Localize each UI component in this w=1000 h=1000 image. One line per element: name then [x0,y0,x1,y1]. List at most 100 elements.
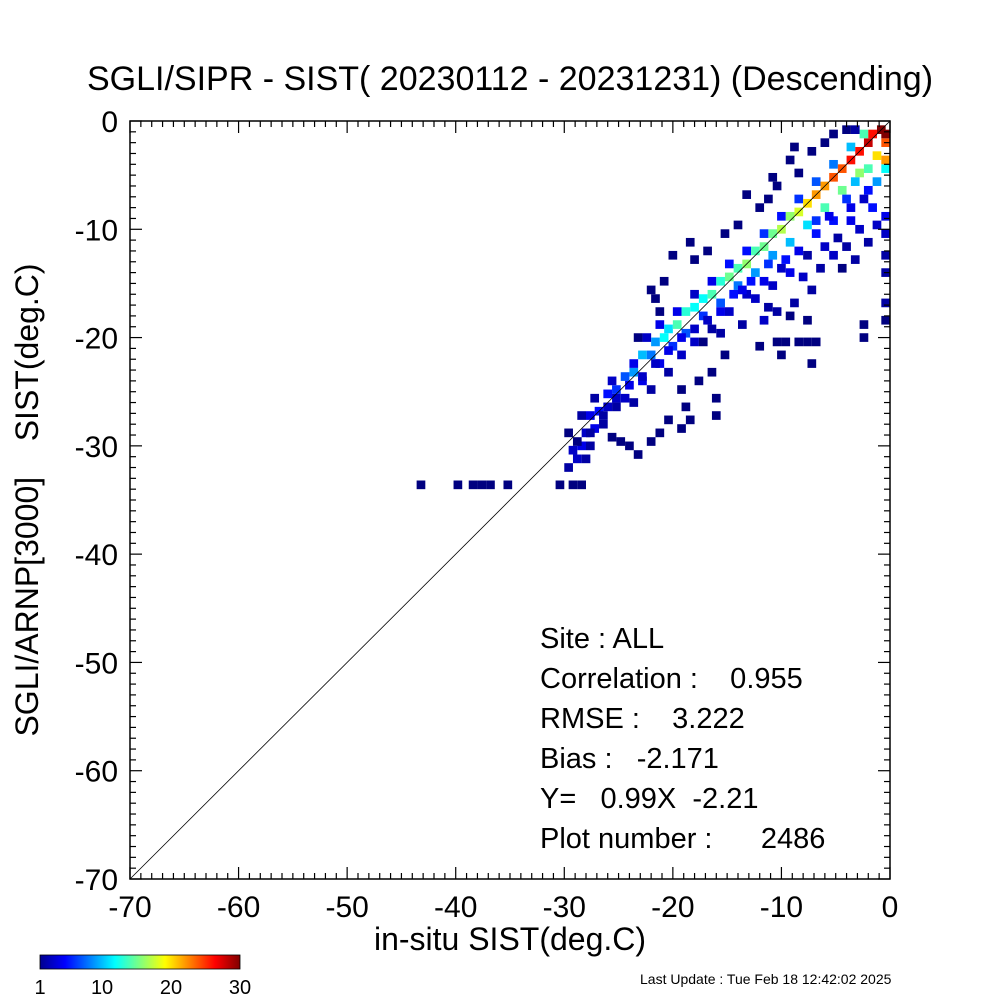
heatmap-cell [872,220,882,230]
x-tick-label: -60 [217,891,260,924]
heatmap-cell [829,250,838,260]
heatmap-cell [746,276,756,286]
y-axis-label: SGLI/ARNP[3000] SIST(deg.C) [9,263,45,736]
heatmap-cell [868,129,877,139]
heatmap-cell [453,480,463,490]
heatmap-cell [772,181,782,191]
heatmap-cell [790,142,799,152]
heatmap-cell [881,250,890,260]
heatmap-cell [850,255,860,264]
heatmap-cell [655,428,665,438]
heatmap-cell [581,454,591,464]
heatmap-cell [785,268,795,277]
heatmap-cell [820,203,830,212]
heatmap-cell [629,359,639,368]
heatmap-cell [764,302,773,312]
last-update-text: Last Update : Tue Feb 18 12:42:02 2025 [640,971,892,987]
y-tick-label: -50 [75,647,118,680]
heatmap-cell [829,159,838,169]
heatmap-cell [651,337,660,347]
heatmap-cell [768,172,778,182]
heatmap-cell [711,393,721,403]
heatmap-cell [707,276,717,286]
y-tick-label: -70 [75,864,118,897]
heatmap-cell [772,337,782,347]
y-tick-label: 0 [101,106,118,139]
heatmap-cell [742,190,752,199]
heatmap-cell [794,194,804,204]
heatmap-cell [629,398,639,407]
heatmap-cell [668,250,678,260]
heatmap-cell [738,285,747,295]
heatmap-cell [577,411,586,420]
x-tick-label: -50 [325,891,368,924]
heatmap-cell [694,376,704,386]
y-axis-ticks [130,120,890,880]
heatmap-cell [477,480,487,490]
heatmap-cell [664,346,673,355]
heatmap-cell [607,432,617,442]
heatmap-cell [612,385,621,394]
heatmap-cell [724,307,734,316]
heatmap-cell [646,385,656,394]
heatmap-cell [777,350,786,360]
heatmap-cell [751,268,760,277]
heatmap-cell [690,324,699,334]
x-tick-label: 0 [882,891,899,924]
heatmap-cell [881,315,890,325]
heatmap-cell [803,220,812,230]
y-tick-label: -30 [75,431,118,464]
heatmap-cell [859,333,869,342]
heatmap-cell [655,320,665,329]
heatmap-cell [642,333,652,342]
heatmap-cell [842,194,851,204]
heatmap-cell [764,259,773,269]
heatmap-cell [803,337,812,347]
heatmap-cell [881,229,890,238]
heatmap-cells [416,125,890,490]
heatmap-cell [707,324,717,334]
heatmap-cell [603,389,613,399]
heatmap-cell [755,341,765,351]
heatmap-cell [672,320,682,329]
heatmap-cell [824,211,834,221]
stat-plot-number: Plot number : 2486 [540,823,825,855]
heatmap-cell [486,480,495,490]
heatmap-cell [716,298,725,308]
heatmap-cell [738,320,747,329]
heatmap-cell [881,211,890,221]
x-tick-label: -70 [108,891,151,924]
heatmap-cell [555,480,565,490]
heatmap-cell [677,333,686,342]
heatmap-cell [863,237,873,247]
heatmap-cell [703,315,712,325]
heatmap-cell [790,298,799,308]
heatmap-cell [881,129,890,139]
stats-box: Site : ALL Correlation : 0.955 RMSE : 3.… [540,623,825,855]
heatmap-cell [664,324,673,334]
y-axis-tick-labels: 0 -10 -20 -30 -40 -50 -60 -70 [75,106,118,897]
heatmap-cell [729,289,738,299]
heatmap-cell [816,263,825,273]
stat-correlation: Correlation : 0.955 [540,663,803,695]
heatmap-cell [690,255,699,264]
heatmap-cell [716,276,725,286]
colorbar-tick-label: 10 [91,977,113,999]
heatmap-cell [742,246,752,256]
heatmap-cell [768,250,778,260]
heatmap-cell [872,151,882,160]
heatmap-cell [850,177,860,186]
heatmap-cell [681,307,691,316]
chart-title: SGLI/SIPR - SIST( 20230112 - 20231231) (… [87,60,933,98]
x-tick-label: -20 [651,891,694,924]
heatmap-cell [607,376,617,386]
heatmap-cell [829,129,838,139]
heatmap-cell [572,454,582,464]
heatmap-cell [768,281,778,290]
x-tick-label: -30 [543,891,586,924]
heatmap-cell [416,480,426,490]
heatmap-cell [603,402,613,412]
heatmap-cell [794,246,804,256]
colorbar-tick-label: 1 [34,977,45,999]
